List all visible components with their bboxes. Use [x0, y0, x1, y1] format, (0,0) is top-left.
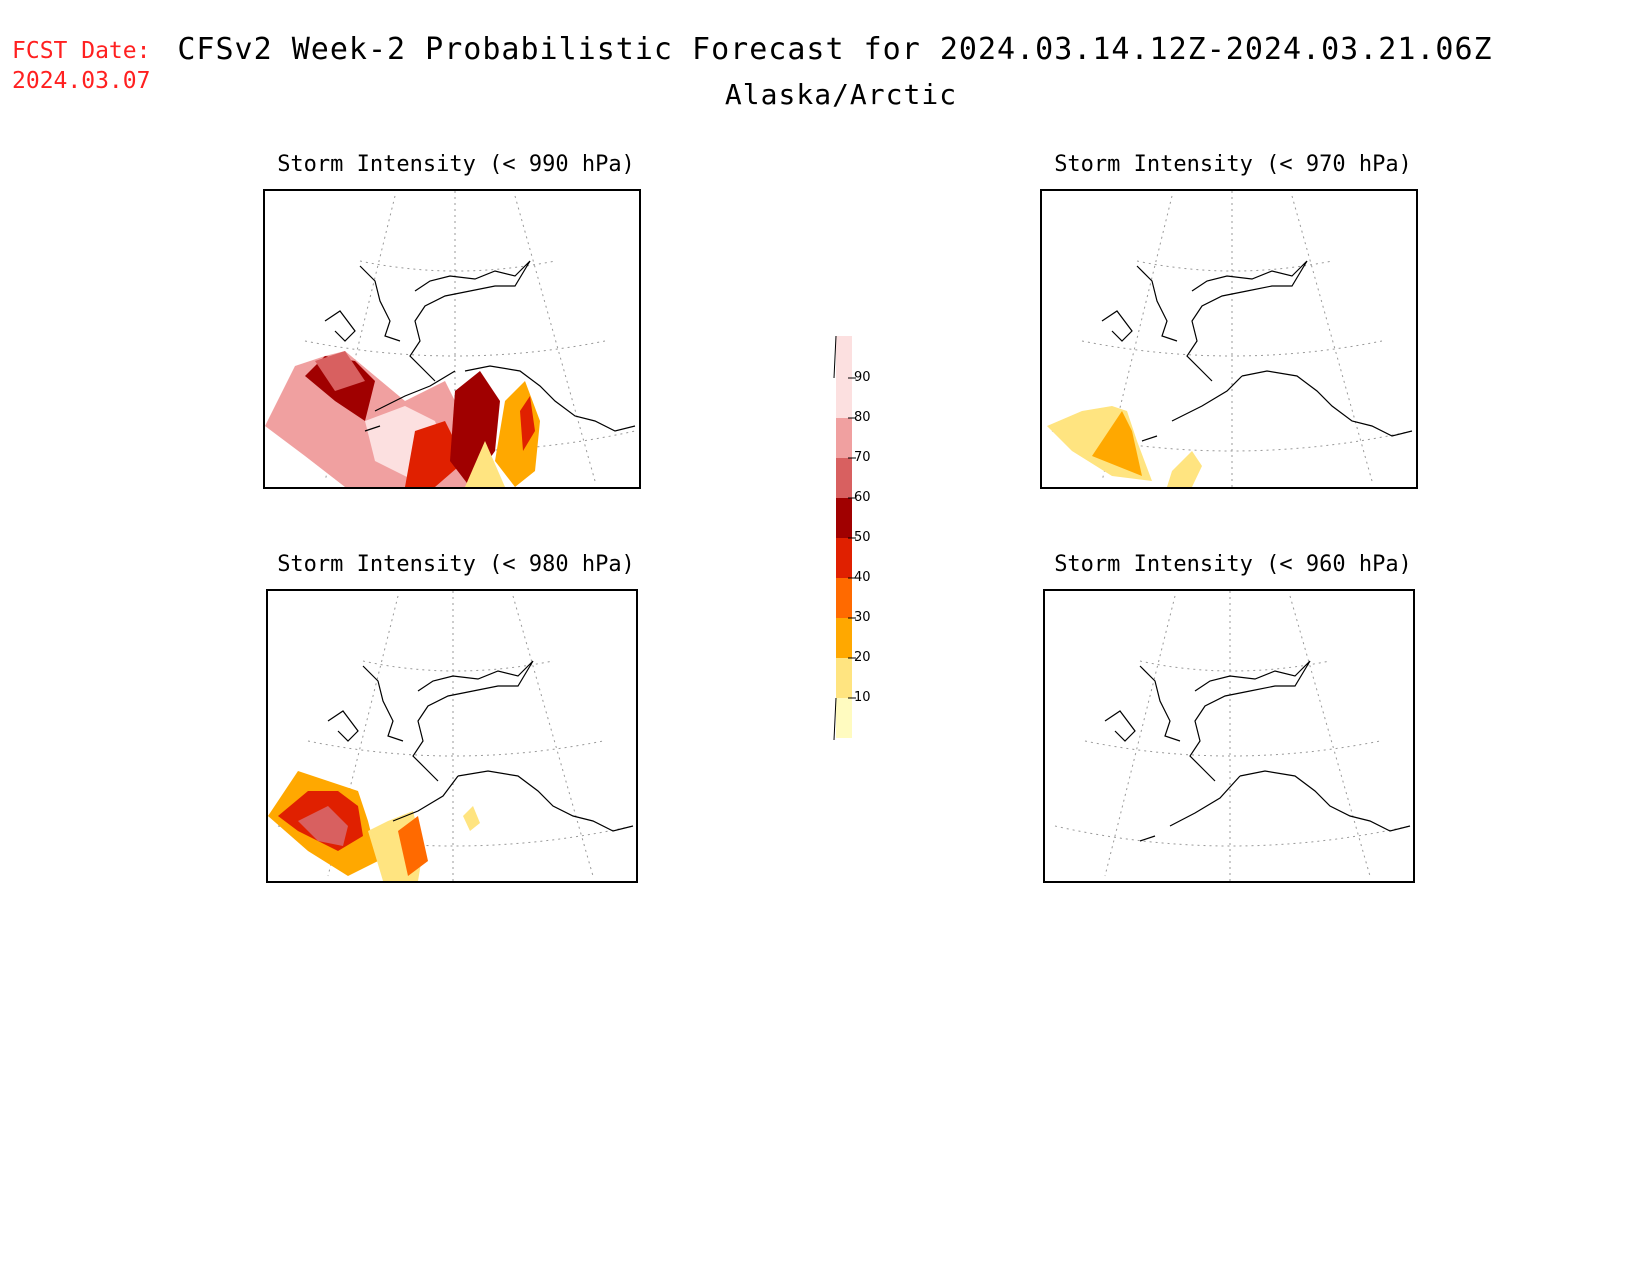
colorbar-label-50: 50 [854, 530, 871, 545]
colorbar-cell-50 [836, 538, 852, 578]
colorbar-bottom-tip [833, 697, 837, 740]
forecast-date-block: FCST Date: 2024.03.07 [12, 36, 150, 96]
forecast-fill-990 [265, 351, 540, 487]
colorbar-svg [833, 336, 856, 740]
figure-title: CFSv2 Week-2 Probabilistic Forecast for … [177, 32, 1493, 67]
coastline-970 [1101, 260, 1413, 442]
forecast-date-label: FCST Date: [12, 38, 151, 64]
map-canvas-980 [268, 591, 634, 881]
panel-title-970: Storm Intensity (< 970 hPa) [1054, 152, 1412, 177]
colorbar-label-10: 10 [854, 690, 871, 705]
map-panel-990 [263, 189, 641, 489]
colorbar-label-30: 30 [854, 610, 871, 625]
panel-title-980: Storm Intensity (< 980 hPa) [277, 552, 635, 577]
colorbar-cell-30 [836, 618, 852, 658]
colorbar-label-40: 40 [854, 570, 871, 585]
colorbar-label-70: 70 [854, 450, 871, 465]
colorbar-label-60: 60 [854, 490, 871, 505]
colorbar-cell-60 [836, 498, 852, 538]
map-panel-960 [1043, 589, 1415, 883]
graticule [1054, 591, 1411, 881]
colorbar-legend: 90 80 70 60 50 40 30 20 10 [826, 336, 896, 740]
forecast-date-value: 2024.03.07 [12, 68, 151, 94]
map-panel-980 [266, 589, 638, 883]
colorbar-cell-90 [836, 336, 852, 418]
coastline-960 [1104, 660, 1411, 842]
colorbar-cell-10 [836, 698, 852, 738]
map-canvas-960 [1054, 591, 1411, 881]
colorbar-cell-70 [836, 458, 852, 498]
forecast-fill-980 [268, 771, 480, 881]
colorbar-label-80: 80 [854, 410, 871, 425]
forecast-fill-970 [1047, 406, 1202, 487]
map-canvas-970 [1047, 191, 1413, 487]
colorbar-top-tip [833, 336, 837, 379]
panel-title-990: Storm Intensity (< 990 hPa) [277, 152, 635, 177]
colorbar-cell-20 [836, 658, 852, 698]
figure-subtitle: Alaska/Arctic [724, 78, 958, 111]
panel-title-960: Storm Intensity (< 960 hPa) [1054, 552, 1412, 577]
coastline-980 [327, 660, 634, 832]
map-panel-970 [1040, 189, 1418, 489]
colorbar-label-90: 90 [854, 370, 871, 385]
coastline-990 [324, 260, 636, 432]
map-canvas-990 [265, 191, 636, 487]
colorbar-cell-40 [836, 578, 852, 618]
colorbar-label-20: 20 [854, 650, 871, 665]
colorbar-cell-80 [836, 418, 852, 458]
